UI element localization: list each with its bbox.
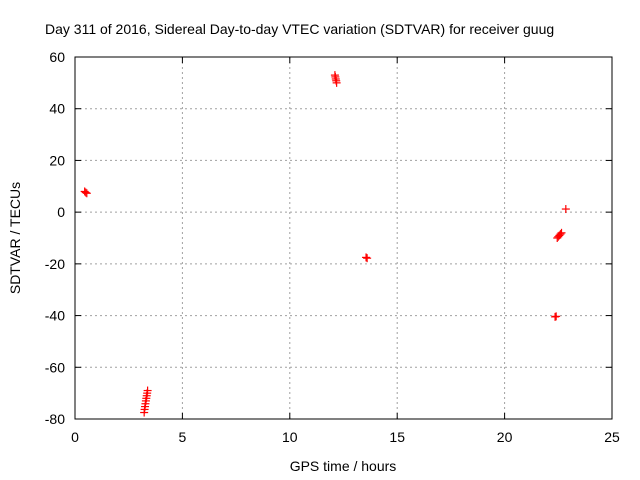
data-point (82, 189, 91, 198)
x-tick-label: 20 (497, 429, 513, 445)
data-point (561, 205, 570, 214)
data-point (552, 312, 561, 321)
data-point (362, 253, 371, 262)
y-tick-label: 40 (49, 101, 65, 117)
chart-title: Day 311 of 2016, Sidereal Day-to-day VTE… (45, 21, 554, 37)
x-tick-label: 5 (179, 429, 187, 445)
y-tick-label: -80 (45, 411, 65, 427)
y-axis-label: SDTVAR / TECUs (7, 182, 23, 294)
data-point (81, 188, 90, 197)
data-point (363, 254, 372, 263)
data-point (80, 187, 89, 196)
x-tick-label: 15 (389, 429, 405, 445)
x-axis-label: GPS time / hours (290, 458, 397, 474)
y-tick-label: -40 (45, 308, 65, 324)
x-tick-label: 10 (282, 429, 298, 445)
y-tick-label: -20 (45, 256, 65, 272)
data-series (80, 71, 570, 417)
data-point (332, 78, 341, 87)
grid-layer (75, 57, 612, 419)
y-tick-label: 60 (49, 49, 65, 65)
y-tick-label: -60 (45, 359, 65, 375)
data-point (556, 230, 565, 239)
x-tick-label: 25 (604, 429, 620, 445)
data-point (143, 386, 152, 395)
y-tick-label: 0 (57, 204, 65, 220)
y-tick-label: 20 (49, 152, 65, 168)
x-tick-label: 0 (71, 429, 79, 445)
tick-layer: 0 5 10 15 20 25 -80 -60 -40 -20 0 20 40 60 (45, 49, 620, 445)
data-point (557, 228, 566, 237)
plot-frame (74, 56, 613, 420)
